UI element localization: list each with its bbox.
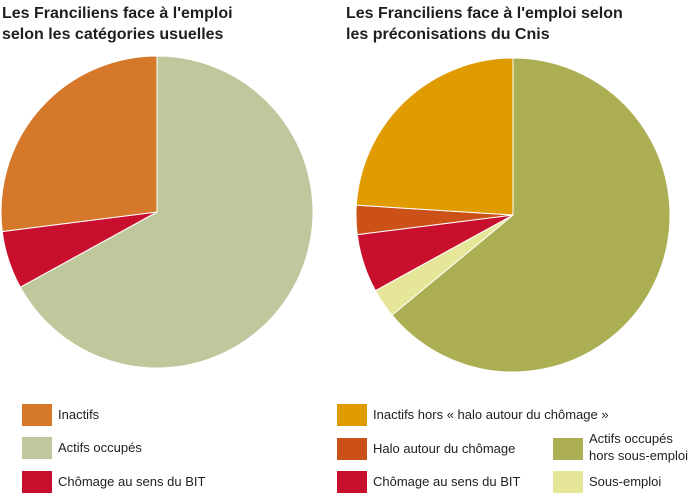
legend-label: Inactifs hors « halo autour du chômage » bbox=[373, 407, 609, 422]
chart-title-left-line-2: selon les catégories usuelles bbox=[2, 26, 224, 43]
legend-swatch bbox=[553, 471, 583, 493]
legend-label: Inactifs bbox=[58, 407, 100, 422]
legend-label: Actifs occupés hors sous-emploi bbox=[589, 430, 688, 464]
legend-label-line-2: hors sous-emploi bbox=[589, 448, 688, 463]
legend-label: Halo autour du chômage bbox=[373, 441, 516, 456]
legend-label: Chômage au sens du BIT bbox=[58, 474, 206, 489]
legend-label-line-1: Actifs occupés bbox=[589, 431, 673, 446]
chart-title-right-line-1: Les Franciliens face à l'emploi selon bbox=[346, 5, 623, 22]
pie-chart-left bbox=[0, 55, 314, 369]
chart-title-right: Les Franciliens face à l'emploi selon le… bbox=[346, 3, 623, 45]
chart-title-left-line-1: Les Franciliens face à l'emploi bbox=[2, 5, 233, 22]
chart-title-right-line-2: les préconisations du Cnis bbox=[346, 26, 550, 43]
legend-swatch bbox=[553, 438, 583, 460]
legend-label: Sous-emploi bbox=[589, 474, 662, 489]
pie-chart-right bbox=[355, 57, 671, 373]
pie-slice-inactifs-hors-halo-autour-du-chômage bbox=[355, 57, 514, 216]
legend-label: Actifs occupés bbox=[58, 440, 142, 455]
legend-swatch bbox=[337, 471, 367, 493]
legend-swatch bbox=[337, 404, 367, 426]
chart-title-left: Les Franciliens face à l'emploi selon le… bbox=[2, 3, 233, 45]
legend-swatch bbox=[337, 438, 367, 460]
pie-slice-actifs-occupés bbox=[19, 55, 314, 369]
pie-slice-inactifs bbox=[0, 55, 158, 233]
legend-swatch bbox=[22, 404, 52, 426]
pie-slice-actifs-occupés-hors-sous-emploi bbox=[391, 57, 671, 373]
legend-label: Chômage au sens du BIT bbox=[373, 474, 521, 489]
legend-swatch bbox=[22, 437, 52, 459]
legend-swatch bbox=[22, 471, 52, 493]
